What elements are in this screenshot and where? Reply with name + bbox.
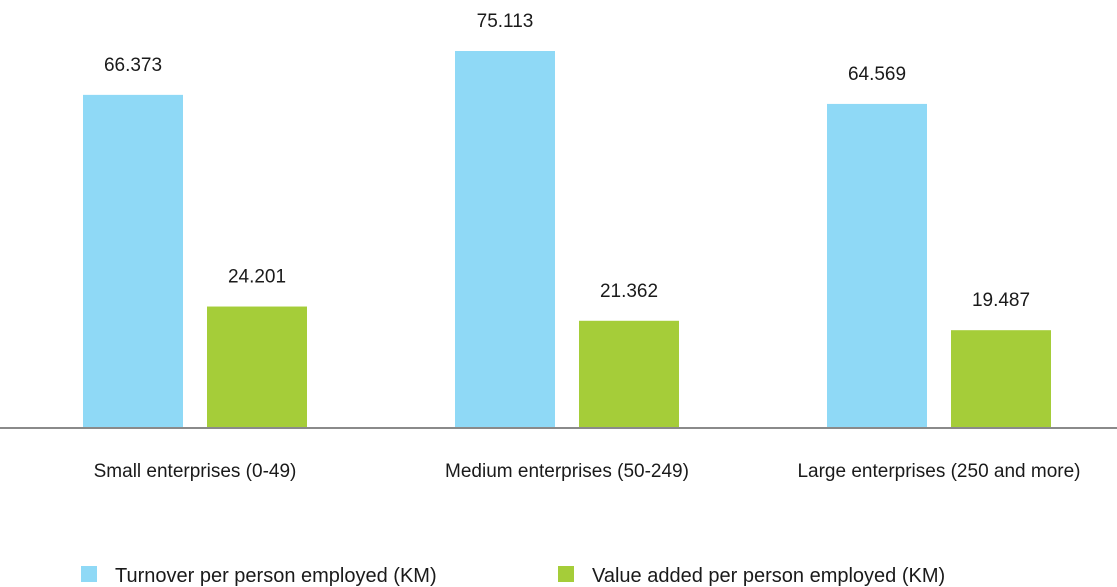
data-label-value-added-1: 21.362 xyxy=(600,281,658,302)
data-label-turnover-1: 75.113 xyxy=(477,11,534,32)
data-label-turnover-0: 66.373 xyxy=(104,55,162,76)
data-label-value-added-2: 19.487 xyxy=(972,290,1030,311)
bar-turnover-1 xyxy=(455,51,555,428)
bar-value-added-0 xyxy=(207,306,307,428)
legend-item-value-added: Value added per person employed (KM) xyxy=(558,565,945,587)
bar-value-added-1 xyxy=(579,320,679,428)
x-tick-labels-group: Small enterprises (0-49) Medium enterpris… xyxy=(94,461,1081,482)
bar-turnover-0 xyxy=(83,94,183,428)
legend-item-turnover: Turnover per person employed (KM) xyxy=(81,565,437,587)
legend: Turnover per person employed (KM) Value a… xyxy=(81,565,945,587)
bar-turnover-2 xyxy=(827,103,927,428)
bars-group xyxy=(83,51,1051,428)
bar-value-added-2 xyxy=(951,330,1051,428)
x-tick-label-2: Large enterprises (250 and more) xyxy=(797,461,1080,482)
data-label-value-added-0: 24.201 xyxy=(228,267,286,288)
x-tick-label-0: Small enterprises (0-49) xyxy=(94,461,297,482)
legend-label-turnover: Turnover per person employed (KM) xyxy=(115,565,437,587)
value-labels-group: 66.373 24.201 75.113 21.362 64.569 19.487 xyxy=(104,11,1030,311)
legend-swatch-turnover xyxy=(81,566,97,582)
legend-label-value-added: Value added per person employed (KM) xyxy=(592,565,945,587)
data-label-turnover-2: 64.569 xyxy=(848,64,906,85)
legend-swatch-value-added xyxy=(558,566,574,582)
x-tick-label-1: Medium enterprises (50-249) xyxy=(445,461,689,482)
